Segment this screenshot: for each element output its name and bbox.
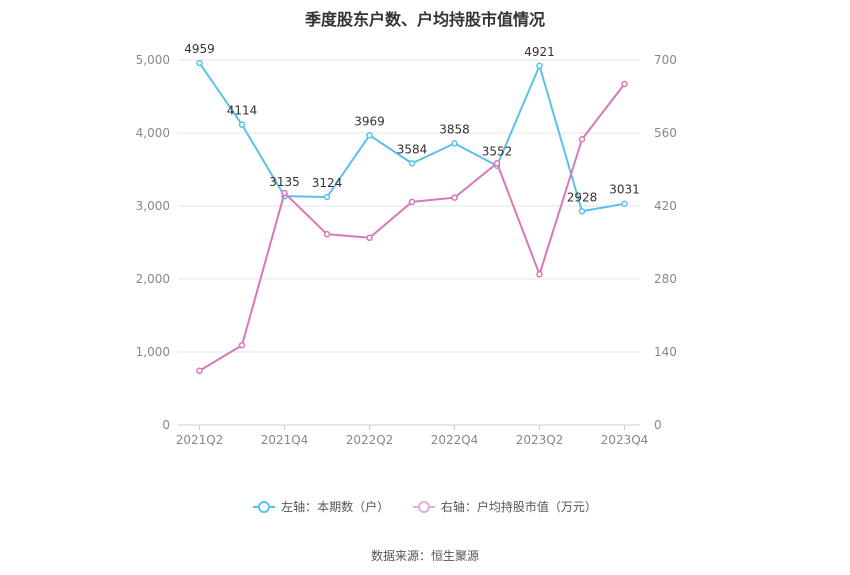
y-right-tick-label: 140 (654, 345, 677, 359)
data-point-right (578, 136, 586, 143)
legend-item-left-series[interactable]: 左轴：本期数（户） (253, 498, 389, 515)
x-tick-label: 2023Q2 (516, 433, 564, 447)
legend-label-left-series: 左轴：本期数（户） (281, 500, 390, 514)
data-point-left (323, 193, 331, 201)
x-tick-label: 2021Q2 (176, 433, 224, 447)
data-point-left (621, 200, 628, 207)
data-point-right (493, 159, 501, 167)
data-label: 3031 (609, 183, 640, 197)
y-left-tick-label: 2,000 (136, 272, 170, 286)
x-tick-label: 2022Q4 (431, 433, 479, 447)
data-point-right (536, 271, 543, 278)
data-point-right (238, 341, 246, 349)
data-source: 数据来源：恒生聚源 (370, 549, 479, 563)
data-point-left (536, 62, 543, 70)
data-point-right (451, 194, 458, 201)
data-point-left (451, 140, 458, 147)
data-label: 3584 (397, 142, 428, 156)
x-tick-label: 2022Q2 (346, 433, 394, 447)
y-left-tick-label: 0 (162, 418, 170, 432)
data-point-left (408, 160, 416, 167)
data-point-right (323, 230, 331, 238)
legend-item-right-series[interactable]: 右轴：户均持股市值（万元） (412, 498, 597, 515)
y-right-tick-label: 560 (654, 126, 677, 140)
data-point-left (238, 121, 246, 128)
data-point-right (281, 189, 288, 197)
y-left-tick-label: 1,000 (136, 345, 170, 359)
y-left-tick-label: 4,000 (136, 126, 170, 140)
y-right-tick-label: 0 (654, 418, 662, 432)
data-point-left (196, 59, 203, 67)
y-right-tick-label: 280 (654, 272, 677, 286)
data-label: 3969 (354, 114, 385, 128)
data-label: 3124 (312, 176, 343, 190)
y-right-tick-label: 700 (654, 53, 677, 67)
data-label: 2928 (567, 190, 598, 204)
data-point-right (196, 367, 203, 375)
chart-title: 季度股东户数、户均持股市值情况 (304, 10, 545, 29)
legend-swatch-pink (412, 500, 435, 514)
data-label: 4114 (227, 104, 258, 118)
data-label: 3858 (439, 122, 470, 136)
data-label: 3135 (269, 175, 300, 189)
x-tick-label: 2023Q4 (601, 433, 649, 447)
data-point-left (578, 208, 586, 215)
legend-label-right-series: 右轴：户均持股市值（万元） (440, 500, 597, 514)
data-point-right (408, 198, 416, 206)
data-label: 3552 (482, 145, 513, 159)
y-left-tick-label: 3,000 (136, 199, 170, 213)
y-left-tick-label: 5,000 (136, 53, 170, 67)
data-label: 4921 (524, 45, 555, 59)
data-point-right (366, 234, 373, 242)
series-line-right (198, 83, 626, 372)
data-point-left (366, 132, 373, 139)
legend: 左轴：本期数（户） 右轴：户均持股市值（万元） (0, 498, 850, 517)
legend-swatch-blue (253, 500, 276, 514)
y-right-tick-label: 420 (654, 199, 677, 213)
data-point-right (621, 80, 628, 88)
x-tick-label: 2021Q4 (261, 433, 309, 447)
data-label: 4959 (184, 42, 215, 56)
series-line-left (198, 62, 625, 213)
